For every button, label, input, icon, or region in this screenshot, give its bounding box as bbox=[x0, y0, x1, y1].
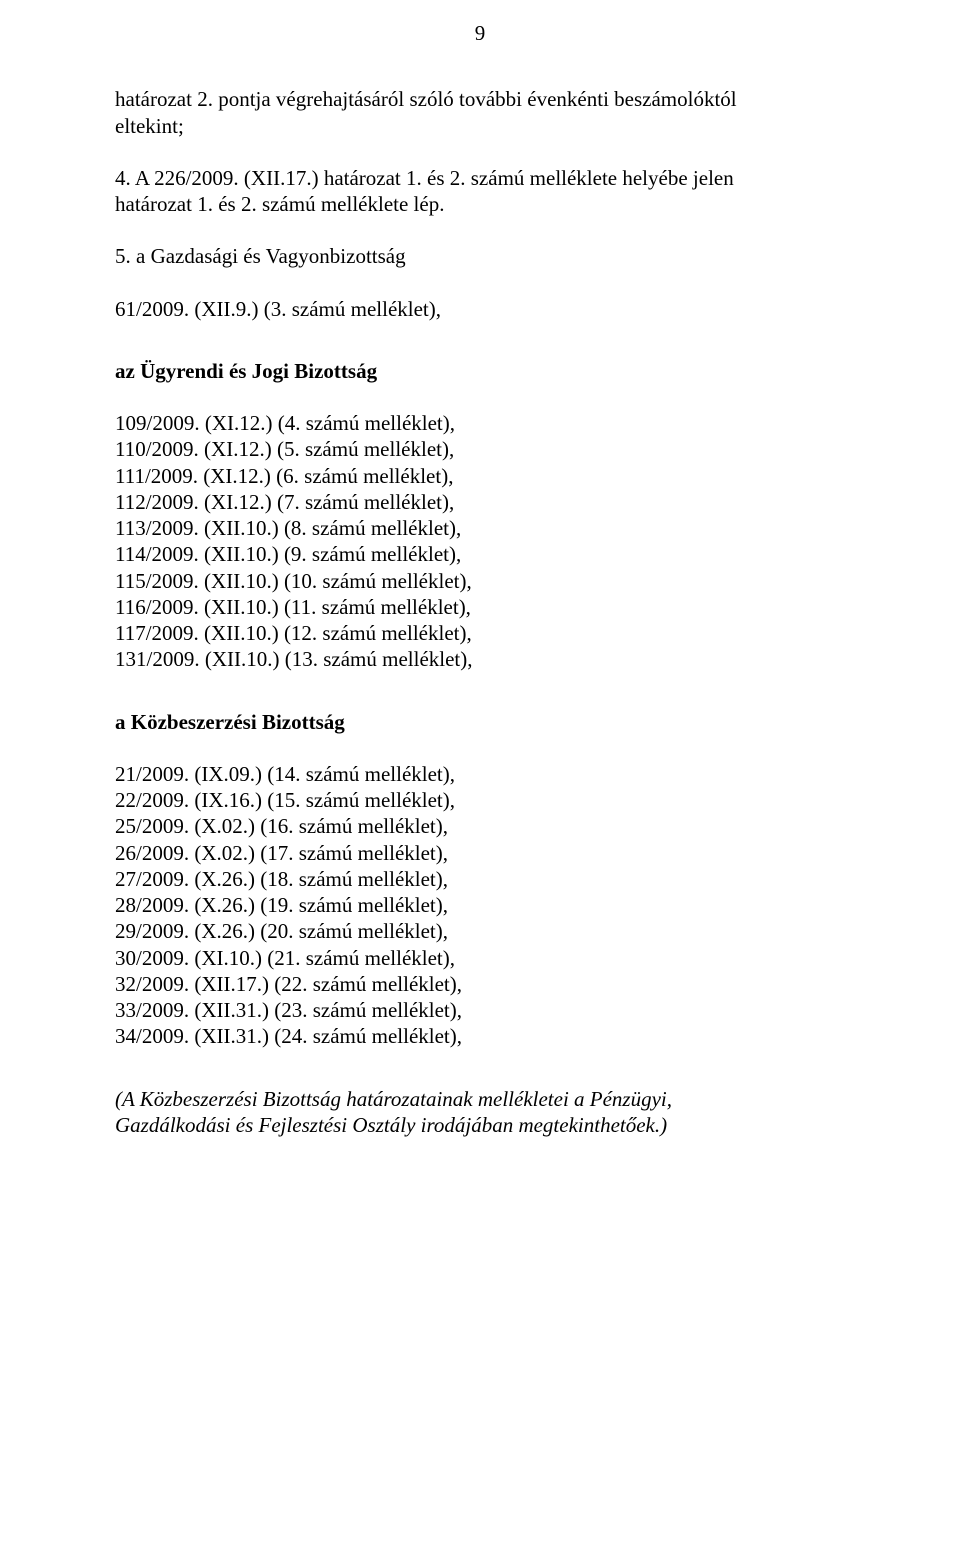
text-line: (A Közbeszerzési Bizottság határozataina… bbox=[115, 1086, 845, 1112]
list-item-5: 5. a Gazdasági és Vagyonbizottság bbox=[115, 243, 845, 269]
resolution-reference: 28/2009. (X.26.) (19. számú melléklet), bbox=[115, 892, 845, 918]
resolution-reference: 21/2009. (IX.09.) (14. számú melléklet), bbox=[115, 761, 845, 787]
page-number: 9 bbox=[115, 20, 845, 46]
resolution-reference: 32/2009. (XII.17.) (22. számú melléklet)… bbox=[115, 971, 845, 997]
kozbeszerzesi-list: 21/2009. (IX.09.) (14. számú melléklet),… bbox=[115, 761, 845, 1050]
resolution-reference: 29/2009. (X.26.) (20. számú melléklet), bbox=[115, 918, 845, 944]
resolution-reference: 112/2009. (XI.12.) (7. számú melléklet), bbox=[115, 489, 845, 515]
resolution-reference: 115/2009. (XII.10.) (10. számú melléklet… bbox=[115, 568, 845, 594]
text-line: határozat 1. és 2. számú melléklete lép. bbox=[115, 191, 845, 217]
resolution-reference: 61/2009. (XII.9.) (3. számú melléklet), bbox=[115, 296, 845, 322]
text-line: Gazdálkodási és Fejlesztési Osztály irod… bbox=[115, 1112, 845, 1138]
resolution-reference: 113/2009. (XII.10.) (8. számú melléklet)… bbox=[115, 515, 845, 541]
resolution-reference: 111/2009. (XI.12.) (6. számú melléklet), bbox=[115, 463, 845, 489]
ugyrendi-heading: az Ügyrendi és Jogi Bizottság bbox=[115, 358, 845, 384]
resolution-reference: 131/2009. (XII.10.) (13. számú melléklet… bbox=[115, 646, 845, 672]
resolution-reference: 25/2009. (X.02.) (16. számú melléklet), bbox=[115, 813, 845, 839]
kozbeszerzesi-heading: a Közbeszerzési Bizottság bbox=[115, 709, 845, 735]
resolution-reference: 34/2009. (XII.31.) (24. számú melléklet)… bbox=[115, 1023, 845, 1049]
resolution-reference: 27/2009. (X.26.) (18. számú melléklet), bbox=[115, 866, 845, 892]
resolution-reference: 109/2009. (XI.12.) (4. számú melléklet), bbox=[115, 410, 845, 436]
text-line: 4. A 226/2009. (XII.17.) határozat 1. és… bbox=[115, 165, 845, 191]
resolution-reference: 30/2009. (XI.10.) (21. számú melléklet), bbox=[115, 945, 845, 971]
resolution-reference: 26/2009. (X.02.) (17. számú melléklet), bbox=[115, 840, 845, 866]
resolution-reference: 114/2009. (XII.10.) (9. számú melléklet)… bbox=[115, 541, 845, 567]
list-item-4: 4. A 226/2009. (XII.17.) határozat 1. és… bbox=[115, 165, 845, 218]
resolution-reference: 110/2009. (XI.12.) (5. számú melléklet), bbox=[115, 436, 845, 462]
resolution-reference: 22/2009. (IX.16.) (15. számú melléklet), bbox=[115, 787, 845, 813]
text-line: eltekint; bbox=[115, 113, 845, 139]
ugyrendi-list: 109/2009. (XI.12.) (4. számú melléklet),… bbox=[115, 410, 845, 673]
text-line: határozat 2. pontja végrehajtásáról szól… bbox=[115, 86, 845, 112]
resolution-reference: 116/2009. (XII.10.) (11. számú melléklet… bbox=[115, 594, 845, 620]
resolution-reference: 33/2009. (XII.31.) (23. számú melléklet)… bbox=[115, 997, 845, 1023]
document-page: 9 határozat 2. pontja végrehajtásáról sz… bbox=[0, 0, 960, 1198]
gazdasagi-section: 61/2009. (XII.9.) (3. számú melléklet), bbox=[115, 296, 845, 322]
paragraph-continuation: határozat 2. pontja végrehajtásáról szól… bbox=[115, 86, 845, 139]
resolution-reference: 117/2009. (XII.10.) (12. számú melléklet… bbox=[115, 620, 845, 646]
footnote: (A Közbeszerzési Bizottság határozataina… bbox=[115, 1086, 845, 1139]
